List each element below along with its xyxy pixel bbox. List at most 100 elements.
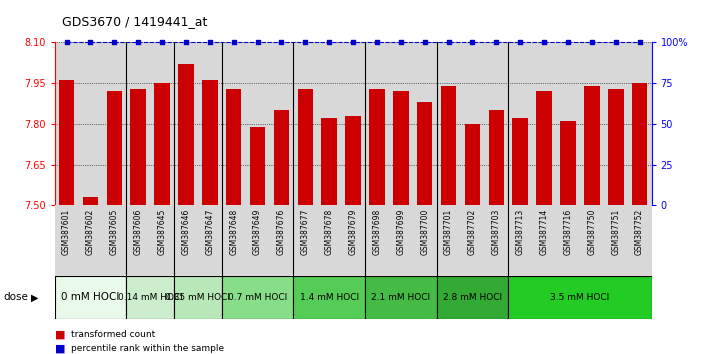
Point	[180, 40, 191, 45]
Bar	[441, 86, 456, 205]
Point	[610, 40, 622, 45]
Text: ■: ■	[55, 344, 65, 354]
Bar	[250, 127, 265, 205]
Bar	[437, 205, 508, 276]
Bar	[178, 64, 194, 205]
Bar	[537, 91, 552, 205]
Bar	[365, 42, 437, 205]
Text: GSM387678: GSM387678	[325, 209, 333, 255]
Point	[132, 40, 144, 45]
Bar	[130, 88, 146, 205]
Bar	[345, 116, 361, 205]
Point	[157, 40, 168, 45]
Text: GSM387703: GSM387703	[492, 209, 501, 255]
Bar	[222, 42, 293, 205]
Text: GSM387750: GSM387750	[587, 209, 596, 255]
Bar	[106, 91, 122, 205]
Text: GSM387677: GSM387677	[301, 209, 310, 255]
Bar	[174, 205, 222, 276]
Bar	[226, 88, 242, 205]
Text: GSM387714: GSM387714	[539, 209, 549, 255]
Bar	[55, 205, 126, 276]
Bar	[55, 42, 126, 205]
Bar	[55, 276, 126, 319]
Text: percentile rank within the sample: percentile rank within the sample	[71, 344, 223, 353]
Text: GSM387752: GSM387752	[635, 209, 644, 255]
Point	[467, 40, 478, 45]
Text: ▶: ▶	[31, 292, 38, 302]
Text: GSM387679: GSM387679	[349, 209, 357, 255]
Text: GSM387645: GSM387645	[157, 209, 167, 255]
Bar	[83, 197, 98, 205]
Bar	[293, 276, 365, 319]
Text: GSM387646: GSM387646	[181, 209, 191, 255]
Bar	[222, 276, 293, 319]
Point	[252, 40, 264, 45]
Bar	[222, 205, 293, 276]
Point	[443, 40, 454, 45]
Text: 0 mM HOCl: 0 mM HOCl	[61, 292, 119, 302]
Text: 2.8 mM HOCl: 2.8 mM HOCl	[443, 293, 502, 302]
Bar	[561, 121, 576, 205]
Bar	[154, 83, 170, 205]
Text: dose: dose	[4, 292, 28, 302]
Text: 0.14 mM HOCl: 0.14 mM HOCl	[118, 293, 183, 302]
Text: transformed count: transformed count	[71, 330, 155, 339]
Point	[204, 40, 215, 45]
Text: 2.1 mM HOCl: 2.1 mM HOCl	[371, 293, 430, 302]
Point	[84, 40, 96, 45]
Bar	[369, 88, 384, 205]
Bar	[126, 205, 174, 276]
Bar	[298, 88, 313, 205]
Text: GSM387751: GSM387751	[612, 209, 620, 255]
Text: ■: ■	[55, 330, 65, 339]
Text: GSM387606: GSM387606	[134, 209, 143, 255]
Bar	[488, 110, 504, 205]
Bar	[293, 205, 365, 276]
Bar	[202, 80, 218, 205]
Point	[276, 40, 288, 45]
Bar	[464, 124, 480, 205]
Text: GSM387649: GSM387649	[253, 209, 262, 255]
Text: 0.35 mM HOCl: 0.35 mM HOCl	[165, 293, 230, 302]
Bar	[126, 42, 174, 205]
Bar	[126, 276, 174, 319]
Point	[395, 40, 407, 45]
Text: GSM387602: GSM387602	[86, 209, 95, 255]
Bar	[293, 42, 365, 205]
Bar	[174, 42, 222, 205]
Bar	[513, 119, 528, 205]
Text: 3.5 mM HOCl: 3.5 mM HOCl	[550, 293, 609, 302]
Text: GSM387702: GSM387702	[468, 209, 477, 255]
Bar	[508, 42, 652, 205]
Text: 0.7 mM HOCl: 0.7 mM HOCl	[228, 293, 287, 302]
Text: 1.4 mM HOCl: 1.4 mM HOCl	[300, 293, 359, 302]
Text: GSM387698: GSM387698	[373, 209, 381, 255]
Text: GSM387701: GSM387701	[444, 209, 453, 255]
Point	[228, 40, 240, 45]
Bar	[393, 91, 408, 205]
Bar	[437, 276, 508, 319]
Bar	[417, 102, 432, 205]
Text: GDS3670 / 1419441_at: GDS3670 / 1419441_at	[62, 15, 207, 28]
Bar	[365, 205, 437, 276]
Bar	[584, 86, 600, 205]
Point	[634, 40, 646, 45]
Bar	[59, 80, 74, 205]
Point	[323, 40, 335, 45]
Bar	[274, 110, 289, 205]
Point	[347, 40, 359, 45]
Text: GSM387700: GSM387700	[420, 209, 430, 255]
Point	[538, 40, 550, 45]
Bar	[608, 88, 623, 205]
Text: GSM387699: GSM387699	[396, 209, 405, 255]
Point	[60, 40, 72, 45]
Bar	[508, 205, 652, 276]
Bar	[365, 276, 437, 319]
Bar	[174, 276, 222, 319]
Point	[515, 40, 526, 45]
Bar	[322, 119, 337, 205]
Text: GSM387647: GSM387647	[205, 209, 214, 255]
Point	[586, 40, 598, 45]
Text: GSM387605: GSM387605	[110, 209, 119, 255]
